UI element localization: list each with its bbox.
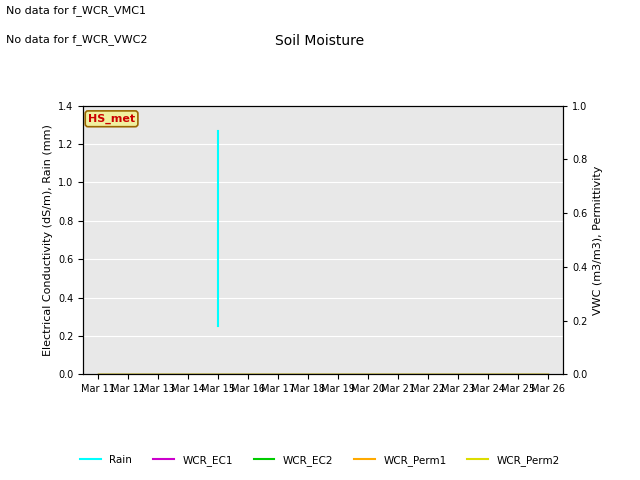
Text: HS_met: HS_met: [88, 114, 135, 124]
Text: No data for f_WCR_VMC1: No data for f_WCR_VMC1: [6, 5, 147, 16]
Y-axis label: Electrical Conductivity (dS/m), Rain (mm): Electrical Conductivity (dS/m), Rain (mm…: [42, 124, 52, 356]
Legend: Rain, WCR_EC1, WCR_EC2, WCR_Perm1, WCR_Perm2: Rain, WCR_EC1, WCR_EC2, WCR_Perm1, WCR_P…: [76, 451, 564, 470]
Y-axis label: VWC (m3/m3), Permittivity: VWC (m3/m3), Permittivity: [593, 165, 603, 315]
Text: Soil Moisture: Soil Moisture: [275, 34, 365, 48]
Text: No data for f_WCR_VWC2: No data for f_WCR_VWC2: [6, 34, 148, 45]
